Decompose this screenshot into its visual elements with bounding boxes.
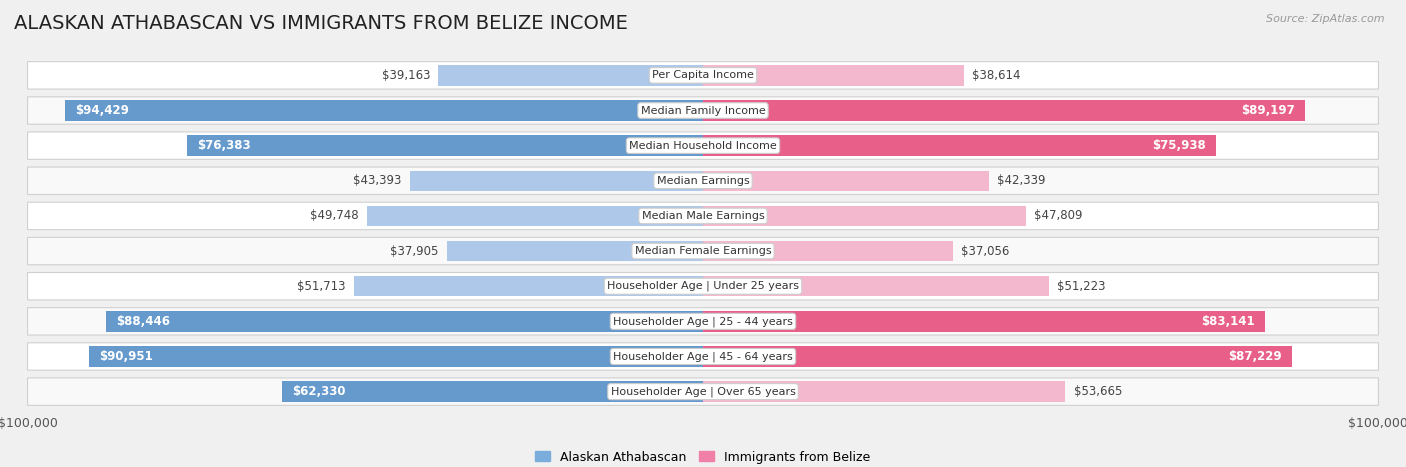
- Text: ALASKAN ATHABASCAN VS IMMIGRANTS FROM BELIZE INCOME: ALASKAN ATHABASCAN VS IMMIGRANTS FROM BE…: [14, 14, 628, 33]
- Text: $62,330: $62,330: [292, 385, 346, 398]
- Bar: [447, 241, 703, 261]
- Text: $89,197: $89,197: [1241, 104, 1295, 117]
- Text: $90,951: $90,951: [98, 350, 153, 363]
- Bar: [703, 276, 1049, 297]
- Text: Median Male Earnings: Median Male Earnings: [641, 211, 765, 221]
- Bar: [187, 135, 703, 156]
- Bar: [703, 206, 1026, 226]
- FancyBboxPatch shape: [28, 273, 1378, 300]
- Text: Householder Age | Over 65 years: Householder Age | Over 65 years: [610, 386, 796, 397]
- Bar: [283, 382, 703, 402]
- Text: Per Capita Income: Per Capita Income: [652, 71, 754, 80]
- Text: $88,446: $88,446: [115, 315, 170, 328]
- FancyBboxPatch shape: [28, 132, 1378, 159]
- Text: $49,748: $49,748: [311, 209, 359, 222]
- Bar: [703, 135, 1216, 156]
- Bar: [703, 347, 1292, 367]
- FancyBboxPatch shape: [28, 62, 1378, 89]
- FancyBboxPatch shape: [28, 308, 1378, 335]
- Bar: [703, 100, 1305, 120]
- Bar: [703, 382, 1066, 402]
- Bar: [703, 311, 1264, 332]
- Text: $87,229: $87,229: [1229, 350, 1282, 363]
- Text: Source: ZipAtlas.com: Source: ZipAtlas.com: [1267, 14, 1385, 24]
- FancyBboxPatch shape: [28, 167, 1378, 194]
- FancyBboxPatch shape: [28, 378, 1378, 405]
- Text: Median Household Income: Median Household Income: [628, 141, 778, 151]
- Bar: [65, 100, 703, 120]
- Text: Median Earnings: Median Earnings: [657, 176, 749, 186]
- FancyBboxPatch shape: [28, 237, 1378, 265]
- Bar: [105, 311, 703, 332]
- Text: $83,141: $83,141: [1201, 315, 1254, 328]
- FancyBboxPatch shape: [28, 343, 1378, 370]
- Text: $94,429: $94,429: [76, 104, 129, 117]
- Bar: [703, 65, 963, 85]
- Text: $37,905: $37,905: [391, 245, 439, 258]
- Text: $43,393: $43,393: [353, 174, 402, 187]
- Bar: [354, 276, 703, 297]
- Text: $75,938: $75,938: [1152, 139, 1206, 152]
- FancyBboxPatch shape: [28, 97, 1378, 124]
- Bar: [411, 170, 703, 191]
- Text: $53,665: $53,665: [1074, 385, 1122, 398]
- Bar: [439, 65, 703, 85]
- Text: Median Female Earnings: Median Female Earnings: [634, 246, 772, 256]
- Text: Householder Age | 25 - 44 years: Householder Age | 25 - 44 years: [613, 316, 793, 326]
- Text: $76,383: $76,383: [197, 139, 250, 152]
- Bar: [703, 241, 953, 261]
- Text: $37,056: $37,056: [962, 245, 1010, 258]
- Text: $51,713: $51,713: [297, 280, 346, 293]
- Bar: [89, 347, 703, 367]
- Bar: [367, 206, 703, 226]
- Text: Householder Age | 45 - 64 years: Householder Age | 45 - 64 years: [613, 351, 793, 362]
- Text: Householder Age | Under 25 years: Householder Age | Under 25 years: [607, 281, 799, 291]
- Text: $39,163: $39,163: [382, 69, 430, 82]
- Text: $47,809: $47,809: [1033, 209, 1083, 222]
- FancyBboxPatch shape: [28, 202, 1378, 230]
- Text: $51,223: $51,223: [1057, 280, 1105, 293]
- Text: Median Family Income: Median Family Income: [641, 106, 765, 115]
- Text: $38,614: $38,614: [972, 69, 1021, 82]
- Bar: [703, 170, 988, 191]
- Legend: Alaskan Athabascan, Immigrants from Belize: Alaskan Athabascan, Immigrants from Beli…: [530, 446, 876, 467]
- Text: $42,339: $42,339: [997, 174, 1046, 187]
